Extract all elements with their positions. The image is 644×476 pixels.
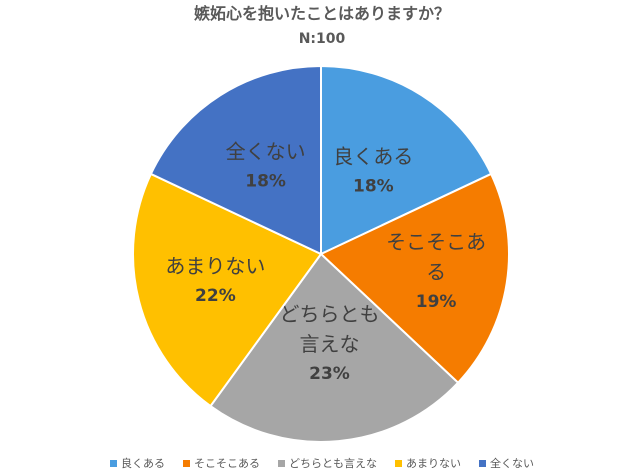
legend-item: どちらとも言えな	[278, 455, 377, 471]
legend-label: あまりない	[406, 457, 461, 470]
legend-item: 良くある	[110, 455, 165, 471]
slice-label: どちらとも	[279, 302, 379, 326]
slice-label: そこそこあ	[386, 230, 486, 254]
pie-slice	[209, 252, 460, 443]
legend-label: 全くない	[490, 457, 534, 470]
slice-label: る	[426, 260, 446, 284]
legend-item: 全くない	[479, 455, 534, 471]
legend-swatch	[278, 459, 285, 467]
slice-label: 全くない	[226, 140, 306, 164]
pie-slice	[149, 64, 322, 256]
slice-percent-label: 22%	[195, 286, 236, 306]
legend-swatch	[110, 459, 117, 467]
slice-percent-label: 18%	[353, 176, 394, 196]
slice-percent-label: 19%	[416, 292, 457, 312]
legend-label: 良くある	[121, 457, 165, 470]
slice-label: 言えな	[299, 332, 359, 356]
chart-title: 嫉妬心を抱いたことはありますか？	[193, 4, 450, 23]
legend-item: そこそこある	[183, 455, 260, 471]
chart-subtitle: N:100	[298, 31, 346, 47]
legend-item: あまりない	[395, 455, 461, 471]
slice-label: 良くある	[333, 144, 413, 168]
pie-slice	[319, 172, 510, 385]
legend-label: どちらとも言えな	[289, 457, 377, 470]
legend-swatch	[395, 459, 402, 467]
pie-slice	[320, 64, 493, 256]
legend-label: そこそこある	[194, 457, 260, 470]
legend-swatch	[183, 459, 190, 467]
slice-percent-label: 23%	[309, 364, 350, 384]
chart-legend: 良くある そこそこある どちらとも言えな あまりない 全くない	[0, 455, 644, 471]
slice-label: あまりない	[165, 254, 265, 278]
pie-chart: 良くある 18% そこそこある 19% どちらとも言えな 23% あまりない 22% 全くない 1…	[132, 64, 510, 443]
slice-percent-label: 18%	[245, 172, 286, 192]
legend-swatch	[479, 459, 486, 467]
